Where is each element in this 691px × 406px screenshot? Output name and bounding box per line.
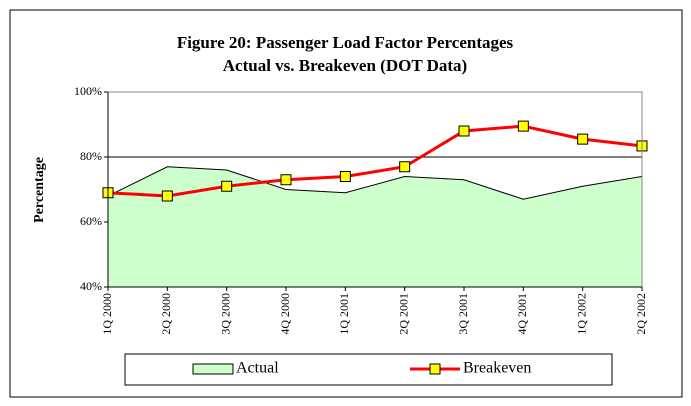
x-tick-label: 2Q 2002 bbox=[634, 293, 648, 335]
x-tick-label: 2Q 2001 bbox=[396, 293, 410, 335]
x-tick-label: 2Q 2000 bbox=[159, 293, 173, 335]
y-tick-label: 100% bbox=[74, 84, 102, 98]
marker bbox=[339, 171, 351, 182]
y-tick-label: 80% bbox=[80, 149, 102, 163]
x-tick-label: 3Q 2000 bbox=[218, 293, 232, 335]
x-tick-label: 1Q 2001 bbox=[337, 293, 351, 335]
marker bbox=[577, 133, 589, 145]
marker bbox=[517, 120, 529, 132]
legend-label: Actual bbox=[236, 360, 279, 377]
marker bbox=[399, 161, 411, 173]
line bbox=[107, 124, 643, 198]
x-tick-label: 4Q 2001 bbox=[515, 293, 529, 335]
y-tick-label: 40% bbox=[80, 279, 102, 293]
chart-title: Actual vs. Breakeven (DOT Data) bbox=[223, 56, 467, 75]
legend-label: Breakeven bbox=[463, 360, 531, 377]
x-tick-label: 3Q 2001 bbox=[456, 293, 470, 335]
x-tick-label: 1Q 2000 bbox=[100, 293, 114, 335]
y-tick-label: 60% bbox=[80, 214, 102, 228]
x-tick-label: 1Q 2002 bbox=[574, 293, 588, 335]
y-axis-label: Percentage bbox=[32, 157, 47, 223]
legend-swatch bbox=[192, 363, 234, 375]
marker bbox=[221, 180, 233, 192]
legend-marker bbox=[429, 363, 441, 375]
chart-title: Figure 20: Passenger Load Factor Percent… bbox=[177, 33, 514, 52]
marker bbox=[280, 174, 292, 186]
marker bbox=[458, 125, 470, 137]
x-tick-label: 4Q 2000 bbox=[278, 293, 292, 335]
marker bbox=[161, 190, 173, 202]
